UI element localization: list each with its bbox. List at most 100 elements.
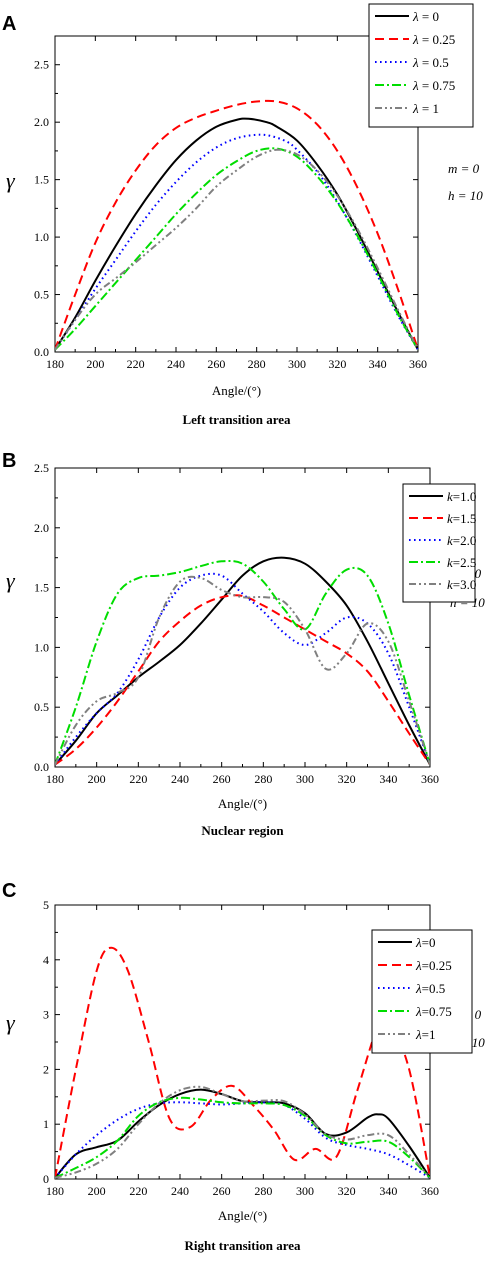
y-tick-label: 0 xyxy=(43,1172,49,1186)
param-m: m = 0 xyxy=(448,161,480,176)
legend-entry: λ=0 xyxy=(415,935,435,950)
x-tick-label: 300 xyxy=(288,357,306,371)
x-tick-label: 360 xyxy=(421,1184,439,1198)
legend-entry: λ=0.25 xyxy=(415,958,452,973)
y-tick-label: 5 xyxy=(43,898,49,912)
series-line-2 xyxy=(55,946,430,1179)
x-tick-label: 260 xyxy=(213,772,231,786)
panel-label: C xyxy=(2,880,16,902)
x-tick-label: 240 xyxy=(167,357,185,371)
series-line-5 xyxy=(55,575,430,766)
x-tick-label: 340 xyxy=(369,357,387,371)
y-tick-label: 1.5 xyxy=(34,581,49,595)
x-tick-label: 300 xyxy=(296,772,314,786)
x-tick-label: 220 xyxy=(129,1184,147,1198)
series-line-3 xyxy=(55,1101,430,1179)
series-line-4 xyxy=(55,147,418,351)
x-tick-label: 260 xyxy=(207,357,225,371)
x-axis-label: Angle/(°) xyxy=(218,1208,267,1223)
chart-panel-A: A 180 200 220 240 260 280 300 320 340 360 0.0 0.5 1.0… xyxy=(2,3,483,427)
panel-caption: Left transition area xyxy=(182,412,291,427)
x-tick-label: 260 xyxy=(213,1184,231,1198)
y-tick-label: 4 xyxy=(43,953,49,967)
series-line-3 xyxy=(55,572,430,766)
y-axis-label: γ xyxy=(6,568,16,593)
x-axis-label: Angle/(°) xyxy=(218,796,267,811)
series-line-4 xyxy=(55,559,430,765)
y-axis-label: γ xyxy=(6,1010,16,1035)
legend-entry: λ = 0.25 xyxy=(412,32,455,47)
panel-caption: Right transition area xyxy=(184,1238,301,1253)
legend-entry: λ = 0 xyxy=(412,9,439,24)
x-axis-label: Angle/(°) xyxy=(212,383,261,398)
chart-panel-C: C 180 200 220 240 260 280 300 320 340 360 0 1 2 3 4 5 γ An… xyxy=(2,880,485,1253)
y-tick-label: 0.5 xyxy=(34,288,49,302)
legend-entry: λ=0.5 xyxy=(415,981,445,996)
x-tick-label: 200 xyxy=(86,357,104,371)
x-tick-label: 360 xyxy=(409,357,427,371)
series-line-1 xyxy=(55,117,418,351)
x-tick-label: 200 xyxy=(88,1184,106,1198)
panel-caption: Nuclear region xyxy=(201,823,284,838)
y-tick-label: 2.0 xyxy=(34,521,49,535)
legend-box xyxy=(371,929,473,1054)
legend-entry: λ = 0.75 xyxy=(412,78,455,93)
legend: λ = 0 λ = 0.25 λ = 0.5 λ = 0.75 λ = 1 xyxy=(368,3,474,128)
series-line-2 xyxy=(55,99,418,351)
x-tick-label: 280 xyxy=(254,1184,272,1198)
series-line-1 xyxy=(55,556,430,766)
y-tick-label: 1.0 xyxy=(34,230,49,244)
plot-frame xyxy=(54,35,419,353)
y-tick-label: 2.5 xyxy=(34,58,49,72)
x-tick-label: 180 xyxy=(46,772,64,786)
series-line-4 xyxy=(55,1096,430,1179)
x-tick-label: 180 xyxy=(46,1184,64,1198)
legend-entry: λ=1 xyxy=(415,1027,435,1042)
y-tick-label: 3 xyxy=(43,1008,49,1022)
x-tick-label: 300 xyxy=(296,1184,314,1198)
x-tick-label: 360 xyxy=(421,772,439,786)
x-tick-label: 320 xyxy=(328,357,346,371)
plot-frame xyxy=(54,467,431,768)
legend-entry: λ = 0.5 xyxy=(412,55,449,70)
y-tick-label: 1 xyxy=(43,1117,49,1131)
y-tick-label: 2 xyxy=(43,1062,49,1076)
y-tick-label: 1.0 xyxy=(34,640,49,654)
legend-entry: k=1.0 xyxy=(447,489,476,504)
x-tick-label: 220 xyxy=(127,357,145,371)
x-tick-label: 320 xyxy=(338,772,356,786)
x-tick-label: 340 xyxy=(379,1184,397,1198)
series-line-2 xyxy=(55,594,430,766)
panel-label: A xyxy=(2,13,16,35)
x-tick-label: 200 xyxy=(88,772,106,786)
y-tick-label: 0.5 xyxy=(34,700,49,714)
legend-entry: k=2.0 xyxy=(447,533,476,548)
legend-entry: λ = 1 xyxy=(412,101,439,116)
x-tick-label: 180 xyxy=(46,357,64,371)
legend-entry: λ=0.75 xyxy=(415,1004,452,1019)
legend-box xyxy=(368,3,474,128)
panel-label: B xyxy=(2,450,16,472)
legend-entry: k=2.5 xyxy=(447,555,476,570)
x-tick-label: 280 xyxy=(248,357,266,371)
legend: λ=0 λ=0.25 λ=0.5 λ=0.75 λ=1 xyxy=(371,929,473,1054)
series-line-5 xyxy=(55,148,418,351)
param-h: h = 10 xyxy=(448,188,483,203)
legend: k=1.0 k=1.5 k=2.0 k=2.5 k=3.0 xyxy=(402,483,476,603)
y-tick-label: 2.0 xyxy=(34,115,49,129)
legend-box xyxy=(402,483,476,603)
series-line-5 xyxy=(55,1085,430,1179)
chart-panel-B: B 180 200 220 240 260 280 300 320 340 360 0.0 0.5 1.0… xyxy=(2,450,485,838)
x-tick-label: 320 xyxy=(338,1184,356,1198)
x-tick-label: 240 xyxy=(171,772,189,786)
y-tick-label: 0.0 xyxy=(34,760,49,774)
y-tick-label: 0.0 xyxy=(34,345,49,359)
y-axis-label: γ xyxy=(6,168,16,193)
y-tick-label: 2.5 xyxy=(34,461,49,475)
x-tick-label: 340 xyxy=(379,772,397,786)
y-tick-label: 1.5 xyxy=(34,173,49,187)
x-tick-label: 220 xyxy=(129,772,147,786)
x-tick-label: 280 xyxy=(254,772,272,786)
legend-entry: k=1.5 xyxy=(447,511,476,526)
